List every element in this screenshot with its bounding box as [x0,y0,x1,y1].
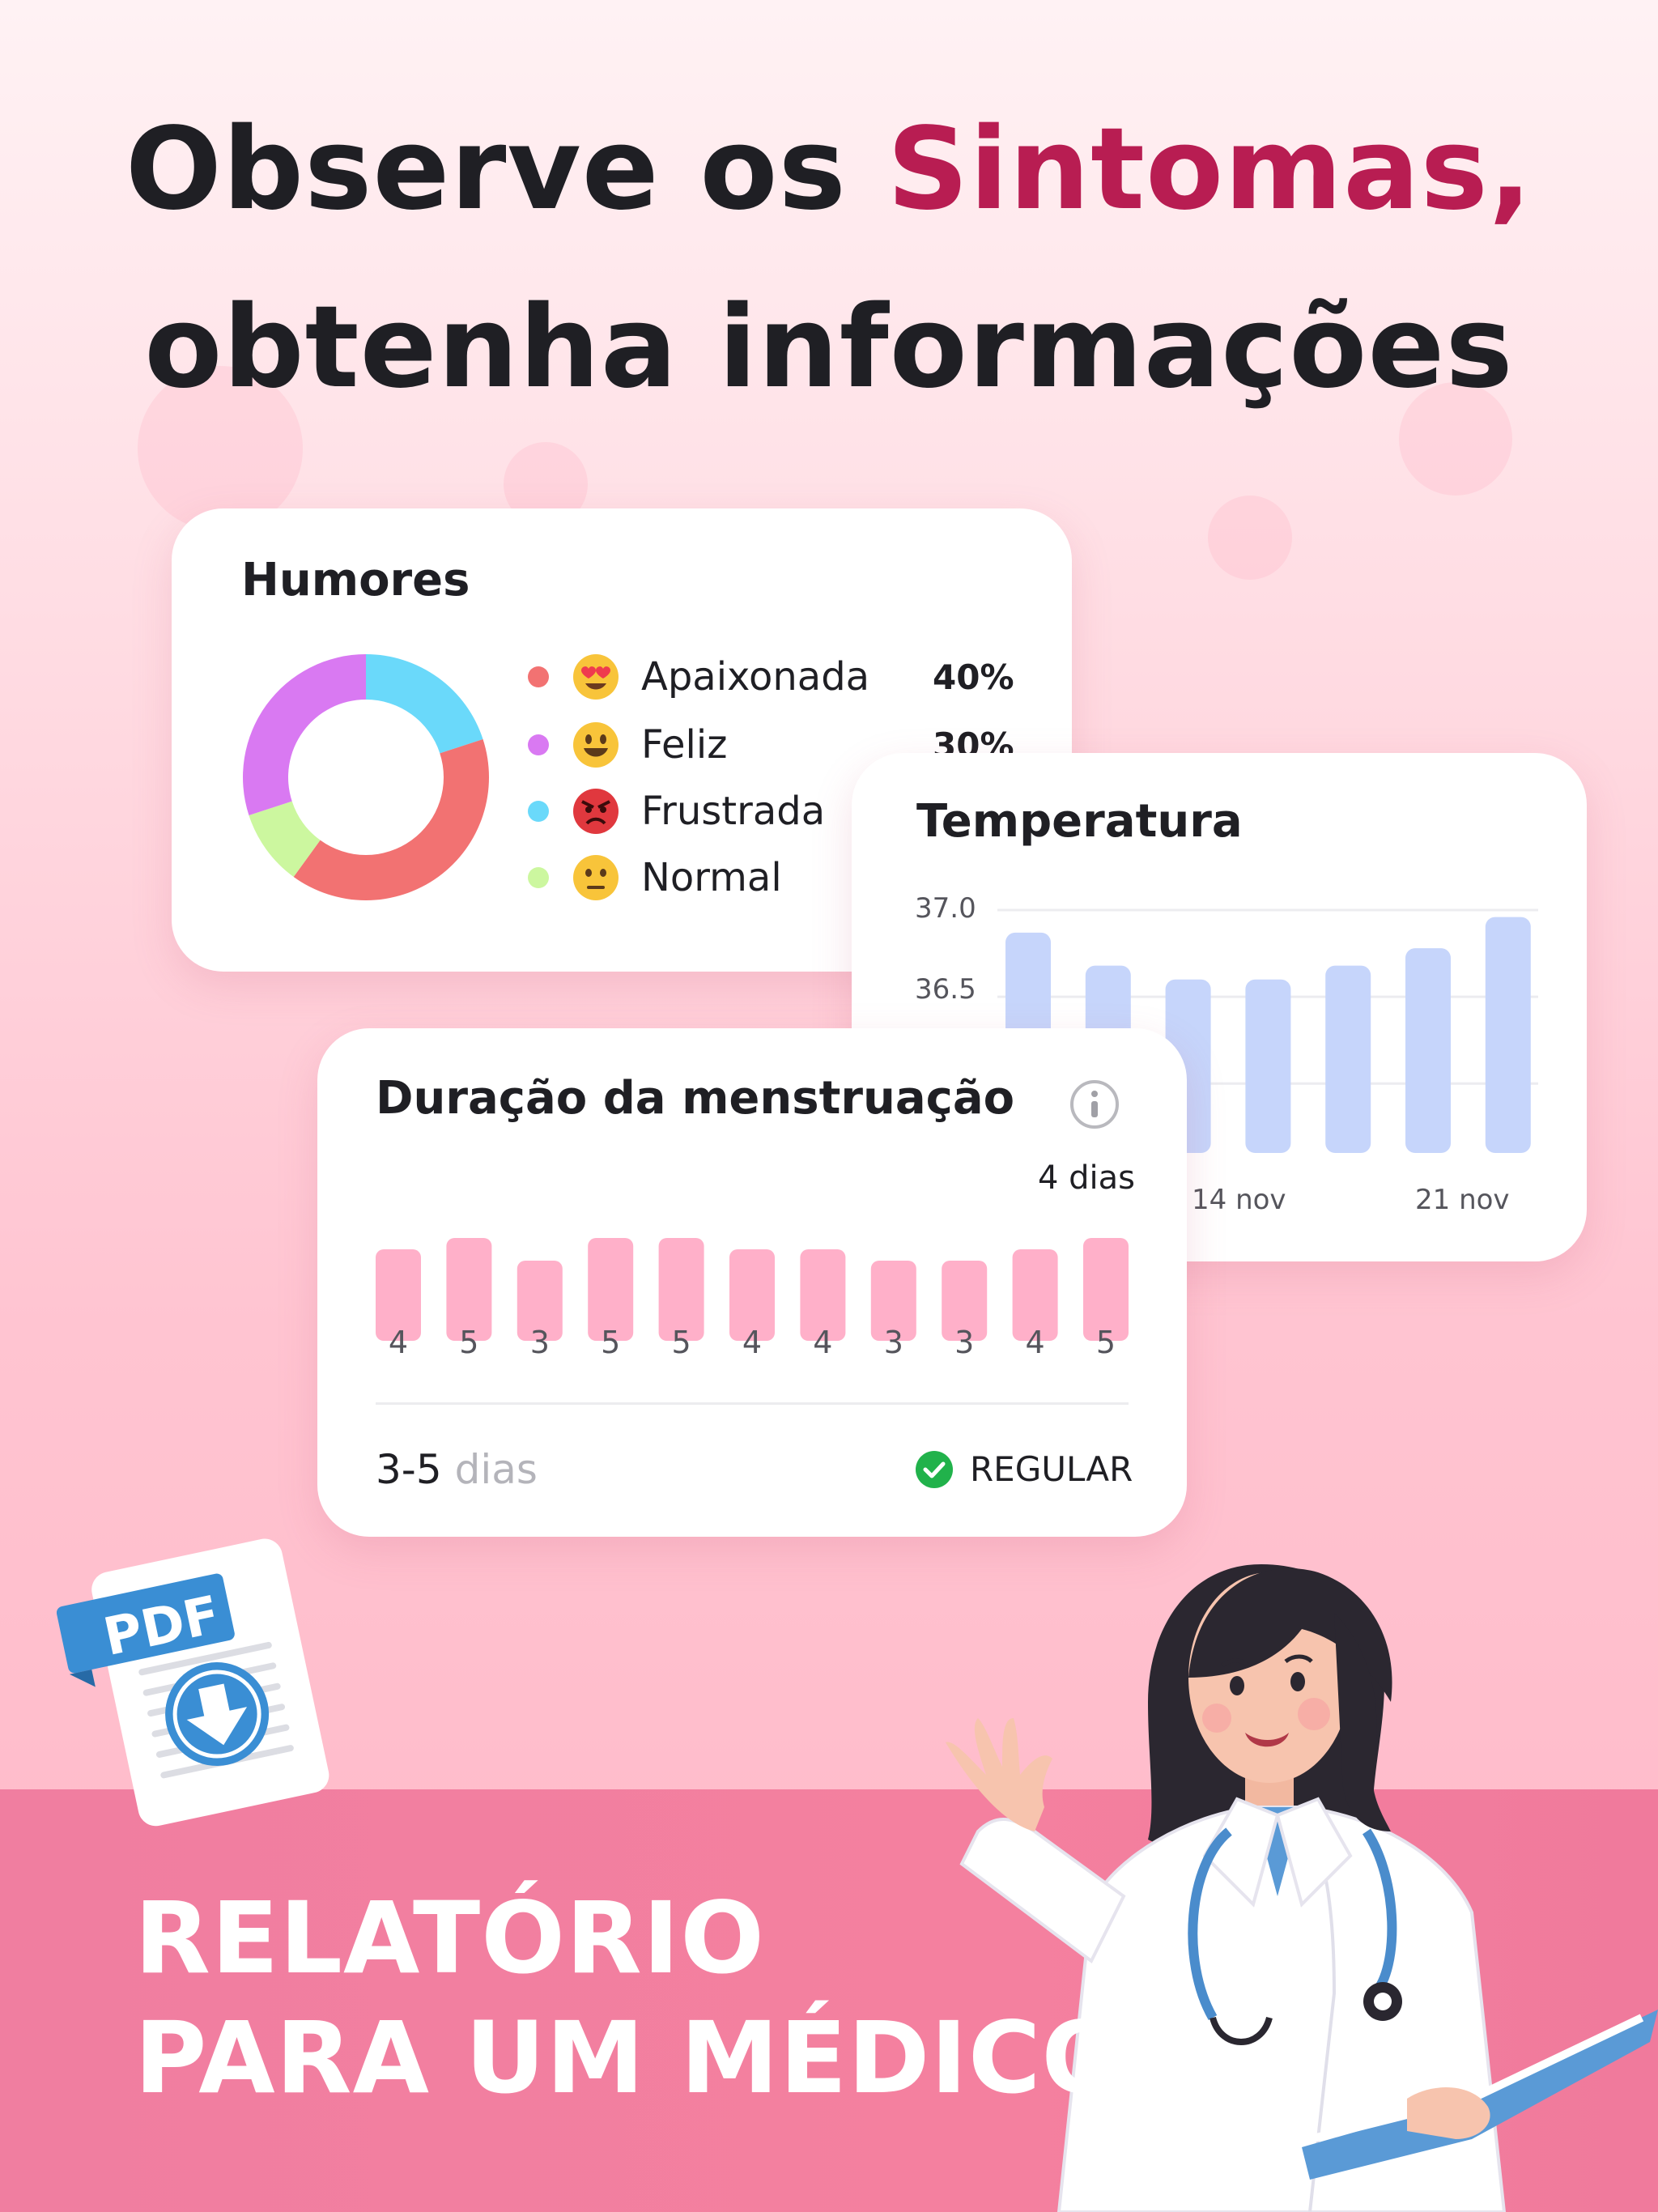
duration-bar-label: 4 [388,1325,409,1360]
neutral-emoji-icon [573,855,619,900]
donut-slice-apaixonada [293,739,489,900]
mood-row-apaixonada: Apaixonada 40% [528,644,1014,709]
pdf-document-icon [57,1538,329,1827]
y-tick-label: 36.5 [915,973,976,1006]
latest-duration-label: 4 dias [1038,1159,1136,1197]
duration-bar [517,1261,563,1341]
duration-bar-label: 4 [813,1325,833,1360]
temperature-bar-chart [997,908,1538,1153]
angry-emoji-icon [573,789,619,834]
decorative-bubble [138,366,303,531]
headline: Observe os Sintomas, obtenha informações [0,81,1658,437]
duration-bar [588,1238,634,1341]
smiling-emoji-icon [573,722,619,768]
duration-bar-label: 4 [742,1325,763,1360]
info-icon[interactable] [1069,1078,1120,1130]
mood-label: Frustrada [641,789,826,834]
x-tick-label: 14 nov [1192,1184,1286,1216]
duration-bar-label: 3 [883,1325,903,1360]
mood-dot [528,666,549,687]
headline-line-2: obtenha informações [144,282,1514,414]
divider [376,1402,1129,1405]
duration-bar [870,1261,916,1341]
duration-bar-label: 5 [1095,1325,1116,1360]
y-tick-label: 37.0 [915,892,976,925]
menstruation-duration-card[interactable]: Duração da menstruação 4 dias 4 5 3 5 5 4 4 3 3 4… [317,1028,1187,1537]
donut-slice-feliz [243,654,366,815]
mood-dot [528,734,549,755]
temperature-bar [1325,965,1371,1153]
mood-dot [528,867,549,888]
status-badge: REGULAR [915,1449,1133,1489]
temperature-title: Temperatura [916,795,1243,848]
duration-bar [1012,1249,1058,1341]
mood-dot [528,801,549,822]
headline-accent: Sintomas, [886,104,1533,236]
donut-slice-frustrada [366,654,483,754]
mood-label: Normal [641,855,782,900]
range-unit: dias [454,1446,538,1493]
duration-bar-chart [376,1238,1129,1341]
duration-bar [800,1249,846,1341]
doctor-illustration [946,1564,1658,2212]
mood-row-normal: Normal [528,845,933,910]
duration-bar-label: 3 [954,1325,975,1360]
x-tick-label: 21 nov [1415,1184,1510,1216]
donut-slice-normal [249,801,321,877]
duration-bar [376,1249,421,1341]
headline-line-1: Observe os Sintomas, [125,104,1533,236]
duration-bar-label: 5 [601,1325,621,1360]
duration-bar [1083,1238,1129,1341]
decorative-bubble [1208,496,1292,580]
temperature-bar [1245,979,1291,1153]
duration-bar-label: 4 [1025,1325,1045,1360]
duration-bar [658,1238,704,1341]
report-title-line-2: PARA UM MÉDICO [134,2001,1127,2116]
report-title-line-1: RELATÓRIO [134,1881,765,1996]
moods-title: Humores [241,554,470,606]
duration-bar-label: 5 [671,1325,691,1360]
duration-bar [729,1249,775,1341]
status-text: REGULAR [970,1449,1133,1489]
check-circle-icon [916,1450,953,1488]
duration-range: 3-5 dias [376,1446,538,1493]
temperature-bar [1405,948,1451,1153]
decorative-bubble [1399,382,1512,496]
duration-bar [446,1238,492,1341]
mood-percent: 40% [933,657,1014,697]
temperature-bar [1485,917,1531,1153]
range-value: 3-5 [376,1446,442,1493]
mood-label: Feliz [641,722,728,768]
moods-donut-chart [243,654,489,900]
report-title: RELATÓRIO PARA UM MÉDICO [134,1878,1126,2118]
mood-label: Apaixonada [641,654,870,700]
heart-eyes-emoji-icon [573,654,619,700]
mood-row-frustrada: Frustrada [528,779,933,844]
duration-bar-label: 5 [459,1325,479,1360]
duration-bar-label: 3 [529,1325,550,1360]
duration-title: Duração da menstruação [376,1072,1015,1125]
duration-bar [942,1261,988,1341]
